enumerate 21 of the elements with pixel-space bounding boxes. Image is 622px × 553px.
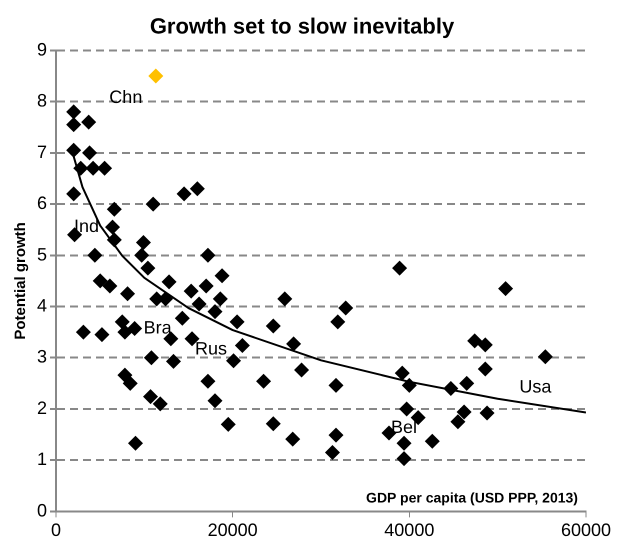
x-tick-label: 40000: [384, 520, 434, 540]
y-tick-label: 3: [36, 346, 48, 367]
y-tick-label: 7: [36, 142, 48, 162]
y-tick-label: 2: [36, 398, 48, 418]
y-tick-label: 8: [36, 90, 48, 111]
x-tick-label: 20000: [208, 520, 258, 540]
x-tick-label: 0: [51, 520, 62, 540]
annotation: Rus: [195, 338, 228, 359]
annotation: Usa: [519, 376, 552, 397]
y-tick-label: 9: [36, 39, 48, 60]
y-tick-label: 1: [36, 449, 48, 470]
annotation: Chn: [109, 86, 142, 107]
y-tick-label: 4: [36, 295, 48, 316]
y-axis-title: Potential growth: [12, 222, 30, 340]
y-tick-label: 6: [36, 193, 48, 214]
chart-title: Growth set to slow inevitably: [150, 13, 455, 38]
y-tick-label: 0: [36, 500, 48, 520]
annotation: Bra: [144, 318, 173, 338]
x-tick-label: 60000: [560, 520, 612, 540]
y-tick-label: 5: [36, 244, 48, 264]
x-axis-title: GDP per capita (USD PPP, 2013): [366, 489, 578, 506]
